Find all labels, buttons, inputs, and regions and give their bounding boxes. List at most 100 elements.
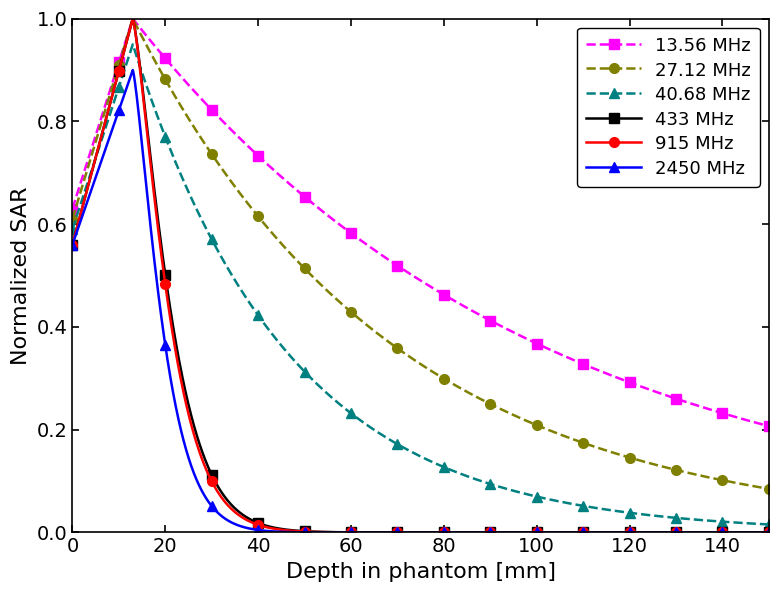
- 433 MHz: [532, 529, 541, 536]
- 915 MHz: [439, 529, 448, 536]
- 13.56 MHz: [393, 262, 402, 269]
- 433 MHz: [579, 529, 588, 536]
- 40.68 MHz: [718, 518, 727, 525]
- 433 MHz: [207, 471, 216, 479]
- 2450 MHz: [718, 529, 727, 536]
- 40.68 MHz: [161, 133, 170, 141]
- 13.56 MHz: [718, 410, 727, 417]
- 13.56 MHz: [300, 193, 309, 200]
- 915 MHz: [207, 478, 216, 485]
- 915 MHz: [486, 529, 495, 536]
- 915 MHz: [532, 529, 541, 536]
- 27.12 MHz: [486, 400, 495, 407]
- 915 MHz: [764, 529, 774, 536]
- 13.56 MHz: [254, 152, 263, 160]
- 13.56 MHz: [764, 423, 774, 430]
- 2450 MHz: [486, 529, 495, 536]
- X-axis label: Depth in phantom [mm]: Depth in phantom [mm]: [285, 562, 555, 582]
- 915 MHz: [672, 529, 681, 536]
- 2450 MHz: [68, 241, 77, 248]
- 40.68 MHz: [579, 502, 588, 509]
- 13.56 MHz: [532, 340, 541, 347]
- 433 MHz: [486, 529, 495, 536]
- Line: 40.68 MHz: 40.68 MHz: [68, 82, 774, 530]
- 13.56 MHz: [207, 106, 216, 113]
- 915 MHz: [393, 529, 402, 536]
- 27.12 MHz: [532, 422, 541, 429]
- 40.68 MHz: [486, 480, 495, 487]
- 433 MHz: [672, 529, 681, 536]
- 433 MHz: [439, 529, 448, 536]
- 27.12 MHz: [718, 477, 727, 484]
- 27.12 MHz: [439, 375, 448, 382]
- 2450 MHz: [346, 529, 356, 536]
- 915 MHz: [300, 528, 309, 535]
- 40.68 MHz: [439, 464, 448, 471]
- 2450 MHz: [625, 529, 634, 536]
- 13.56 MHz: [579, 361, 588, 368]
- 2450 MHz: [579, 529, 588, 536]
- Line: 2450 MHz: 2450 MHz: [68, 106, 774, 537]
- 27.12 MHz: [68, 215, 77, 222]
- 13.56 MHz: [346, 229, 356, 237]
- 2450 MHz: [672, 529, 681, 536]
- 2450 MHz: [114, 107, 123, 114]
- 433 MHz: [161, 271, 170, 278]
- 433 MHz: [300, 528, 309, 535]
- 13.56 MHz: [161, 55, 170, 62]
- 40.68 MHz: [300, 368, 309, 375]
- 2450 MHz: [532, 529, 541, 536]
- 27.12 MHz: [254, 213, 263, 220]
- 433 MHz: [68, 241, 77, 248]
- 40.68 MHz: [625, 509, 634, 517]
- 915 MHz: [718, 529, 727, 536]
- 13.56 MHz: [486, 317, 495, 324]
- 2450 MHz: [439, 529, 448, 536]
- 915 MHz: [161, 280, 170, 288]
- 13.56 MHz: [439, 291, 448, 298]
- 27.12 MHz: [346, 308, 356, 315]
- 27.12 MHz: [161, 76, 170, 83]
- 27.12 MHz: [625, 454, 634, 461]
- 433 MHz: [114, 67, 123, 74]
- 433 MHz: [346, 529, 356, 536]
- Line: 13.56 MHz: 13.56 MHz: [68, 53, 774, 431]
- 40.68 MHz: [393, 441, 402, 448]
- 2450 MHz: [764, 529, 774, 536]
- 433 MHz: [393, 529, 402, 536]
- 13.56 MHz: [672, 395, 681, 402]
- 27.12 MHz: [764, 485, 774, 492]
- 40.68 MHz: [254, 312, 263, 319]
- 27.12 MHz: [672, 466, 681, 473]
- 27.12 MHz: [579, 439, 588, 447]
- 915 MHz: [346, 529, 356, 536]
- 27.12 MHz: [207, 151, 216, 158]
- 27.12 MHz: [300, 265, 309, 272]
- 27.12 MHz: [393, 345, 402, 352]
- 2450 MHz: [254, 527, 263, 534]
- 915 MHz: [579, 529, 588, 536]
- 2450 MHz: [393, 529, 402, 536]
- 2450 MHz: [207, 502, 216, 509]
- 40.68 MHz: [532, 493, 541, 500]
- 915 MHz: [625, 529, 634, 536]
- Line: 27.12 MHz: 27.12 MHz: [68, 60, 774, 494]
- 40.68 MHz: [68, 226, 77, 233]
- Legend: 13.56 MHz, 27.12 MHz, 40.68 MHz, 433 MHz, 915 MHz, 2450 MHz: 13.56 MHz, 27.12 MHz, 40.68 MHz, 433 MHz…: [577, 28, 760, 187]
- 27.12 MHz: [114, 61, 123, 68]
- 40.68 MHz: [114, 84, 123, 91]
- 915 MHz: [114, 67, 123, 74]
- 40.68 MHz: [346, 410, 356, 417]
- 13.56 MHz: [114, 59, 123, 66]
- 40.68 MHz: [764, 521, 774, 528]
- 40.68 MHz: [207, 236, 216, 243]
- Y-axis label: Normalized SAR: Normalized SAR: [11, 186, 31, 365]
- 13.56 MHz: [625, 379, 634, 386]
- 915 MHz: [68, 241, 77, 248]
- 40.68 MHz: [672, 514, 681, 521]
- 433 MHz: [718, 529, 727, 536]
- 433 MHz: [764, 529, 774, 536]
- Line: 433 MHz: 433 MHz: [68, 66, 774, 537]
- 2450 MHz: [300, 529, 309, 536]
- 433 MHz: [254, 519, 263, 527]
